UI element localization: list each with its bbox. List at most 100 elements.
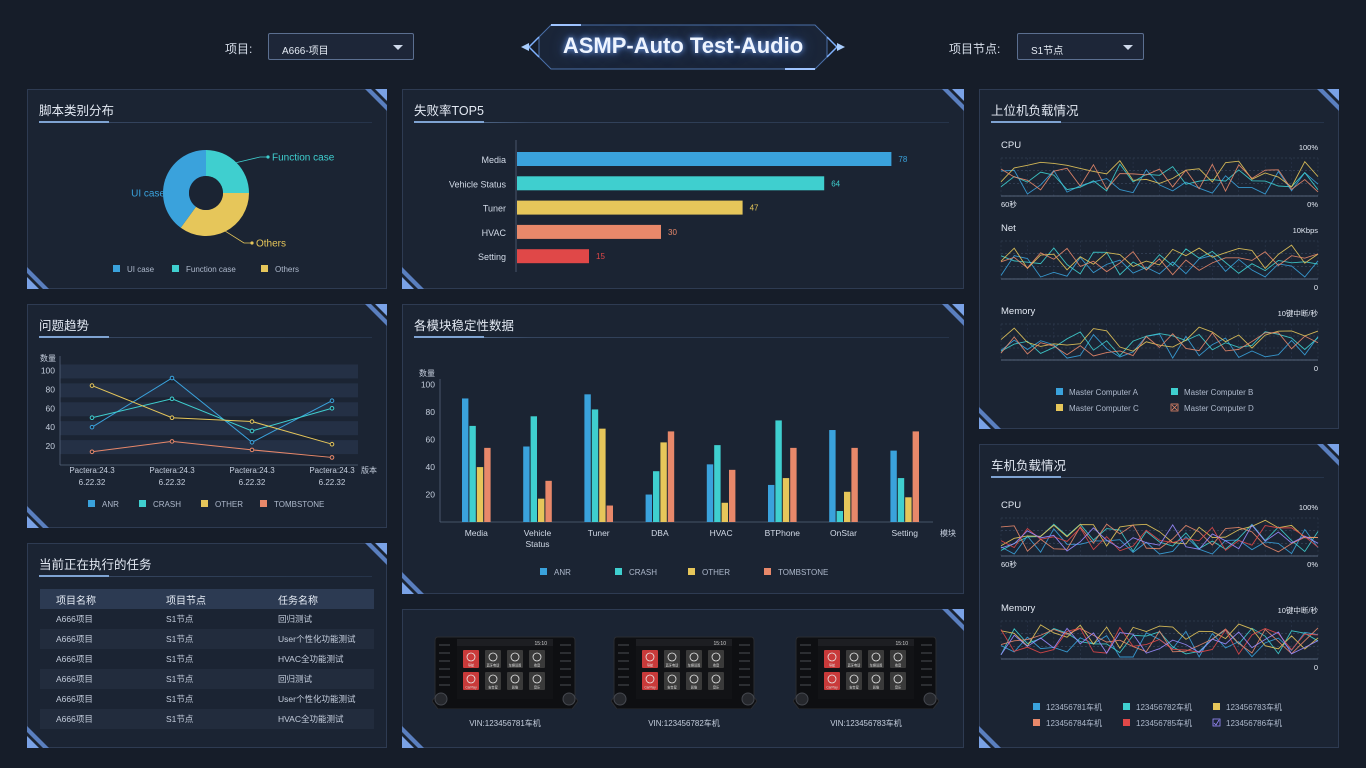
legend-swatch bbox=[764, 568, 771, 575]
table-cell: HVAC全功能测试 bbox=[278, 654, 344, 664]
legend-label[interactable]: UI case bbox=[127, 265, 155, 274]
legend-label[interactable]: 123456782车机 bbox=[1136, 702, 1192, 712]
bar bbox=[768, 484, 775, 522]
legend-label[interactable]: OTHER bbox=[702, 568, 730, 577]
table-cell: A666项目 bbox=[40, 629, 150, 649]
legend-label[interactable]: Master Computer B bbox=[1184, 388, 1253, 397]
corner-decoration bbox=[402, 726, 424, 748]
stability-panel: 各模块稳定性数据 数量 20 40 60 80 100 Media Vehicle Status… bbox=[402, 304, 964, 594]
legend-label[interactable]: CRASH bbox=[629, 568, 657, 577]
load-chart-min-right: 0 bbox=[1314, 364, 1318, 373]
panel-title: 失败率TOP5 bbox=[414, 104, 484, 118]
car-load-charts: CPU 100% 60秒 0% Memory 10键中断/秒 0 123456781车机 123… bbox=[1000, 500, 1319, 728]
legend-label[interactable]: Function case bbox=[186, 265, 236, 274]
table-cell: HVAC全功能测试 bbox=[262, 709, 374, 729]
app-tile bbox=[642, 672, 658, 690]
headunit-image: 15:10 导航 蓝牙电话 车辆设置 收音 CarPlay 安吉星 影像 音乐 bbox=[792, 636, 940, 710]
load-chart-max: 100% bbox=[1299, 143, 1319, 152]
x-tick-label: Vehicle bbox=[524, 528, 552, 538]
bar bbox=[775, 420, 782, 522]
legend-label[interactable]: 123456786车机 bbox=[1226, 718, 1282, 728]
app-label: 收音 bbox=[895, 663, 902, 668]
panel-title: 当前正在执行的任务 bbox=[39, 558, 152, 572]
load-series-line bbox=[1000, 326, 1319, 352]
vin-label: VIN:123456781车机 bbox=[469, 719, 541, 728]
knob bbox=[741, 692, 755, 706]
legend-label[interactable]: CRASH bbox=[153, 500, 181, 509]
legend-swatch bbox=[1056, 388, 1063, 395]
app-label: CarPlay bbox=[644, 686, 656, 690]
legend-label[interactable]: Others bbox=[275, 265, 299, 274]
vehicle-headunit[interactable]: 15:10 导航 蓝牙电话 车辆设置 收音 CarPlay 安吉星 影像 音乐 bbox=[610, 633, 758, 710]
data-point bbox=[249, 428, 255, 434]
legend-swatch bbox=[615, 568, 622, 575]
category-label: Vehicle Status bbox=[449, 179, 507, 189]
app-tile bbox=[463, 672, 479, 690]
legend-label[interactable]: 123456783车机 bbox=[1226, 702, 1282, 712]
headunit-image: 15:10 导航 蓝牙电话 车辆设置 收音 CarPlay 安吉星 影像 音乐 bbox=[610, 636, 758, 710]
node-select[interactable]: S1节点 bbox=[1017, 33, 1144, 60]
data-point bbox=[249, 419, 255, 424]
bar bbox=[829, 430, 836, 522]
legend-label[interactable]: Master Computer C bbox=[1069, 404, 1139, 413]
legend-label[interactable]: 123456785车机 bbox=[1136, 718, 1192, 728]
legend-label[interactable]: ANR bbox=[554, 568, 571, 577]
vehicle-headunit[interactable]: 15:10 导航 蓝牙电话 车辆设置 收音 CarPlay 安吉星 影像 音乐 bbox=[431, 633, 579, 710]
table-row[interactable]: A666项目 S1节点 回归测试 bbox=[40, 669, 374, 689]
panel-title: 各模块稳定性数据 bbox=[414, 319, 515, 333]
bar bbox=[517, 224, 661, 239]
bar bbox=[462, 398, 469, 522]
app-tile bbox=[507, 672, 523, 690]
legend-swatch bbox=[1033, 719, 1040, 726]
bar bbox=[523, 446, 530, 522]
bar bbox=[584, 394, 591, 522]
table-row[interactable]: A666项目 S1节点 User个性化功能测试 bbox=[40, 689, 374, 709]
legend-label[interactable]: OTHER bbox=[215, 500, 243, 509]
bar-value: 30 bbox=[668, 228, 677, 237]
vehicle-headunit[interactable]: 15:10 导航 蓝牙电话 车辆设置 收音 CarPlay 安吉星 影像 音乐 bbox=[792, 633, 940, 710]
y-tick-label: 20 bbox=[426, 490, 436, 500]
legend-label[interactable]: TOMBSTONE bbox=[274, 500, 324, 509]
knob bbox=[562, 692, 576, 706]
y-axis-label: 数量 bbox=[419, 368, 435, 378]
table-row[interactable]: A666项目 S1节点 HVAC全功能测试 bbox=[40, 709, 374, 729]
table-row[interactable]: A666项目 S1节点 User个性化功能测试 bbox=[40, 629, 374, 649]
bar bbox=[790, 447, 797, 522]
legend-label[interactable]: 123456784车机 bbox=[1046, 718, 1102, 728]
load-chart-label: CPU bbox=[1001, 140, 1021, 151]
app-label: 蓝牙电话 bbox=[487, 663, 501, 668]
load-chart-max: 10键中断/秒 bbox=[1278, 308, 1319, 318]
app-label: 蓝牙电话 bbox=[666, 663, 680, 668]
table-row[interactable]: A666项目 S1节点 HVAC全功能测试 bbox=[40, 649, 374, 669]
legend-swatch bbox=[172, 265, 179, 272]
legend-swatch bbox=[1123, 719, 1130, 726]
app-tile bbox=[664, 650, 680, 668]
app-tile bbox=[507, 650, 523, 668]
legend-swatch bbox=[201, 500, 208, 507]
legend-label[interactable]: 123456781车机 bbox=[1046, 702, 1102, 712]
load-series-line bbox=[1000, 525, 1319, 552]
app-tile bbox=[868, 672, 884, 690]
table-header-row: 项目名称 项目节点 任务名称 bbox=[40, 589, 374, 609]
category-label: HVAC bbox=[482, 228, 507, 238]
corner-decoration bbox=[979, 407, 1001, 429]
title-underline bbox=[39, 121, 372, 123]
load-series-line bbox=[1000, 244, 1319, 271]
panel-title: 问题趋势 bbox=[39, 319, 90, 333]
project-select[interactable]: A666-项目 bbox=[268, 33, 414, 60]
load-chart-min-left: 60秒 bbox=[1001, 199, 1017, 209]
legend-label[interactable]: ANR bbox=[102, 500, 119, 509]
legend-label[interactable]: TOMBSTONE bbox=[778, 568, 828, 577]
legend-label[interactable]: Master Computer D bbox=[1184, 404, 1254, 413]
table-row[interactable]: A666项目 S1节点 回归测试 bbox=[40, 609, 374, 629]
bar bbox=[851, 447, 858, 522]
legend-label[interactable]: Master Computer A bbox=[1069, 388, 1139, 397]
x-tick-label: OnStar bbox=[830, 528, 857, 538]
y-tick-label: 100 bbox=[421, 380, 435, 390]
app-label: 导航 bbox=[647, 663, 654, 668]
app-label: 蓝牙电话 bbox=[848, 663, 862, 668]
chevron-down-icon bbox=[1123, 45, 1133, 50]
table-cell: User个性化功能测试 bbox=[262, 629, 374, 649]
load-chart-min-right: 0% bbox=[1307, 200, 1318, 209]
bar bbox=[606, 505, 613, 522]
